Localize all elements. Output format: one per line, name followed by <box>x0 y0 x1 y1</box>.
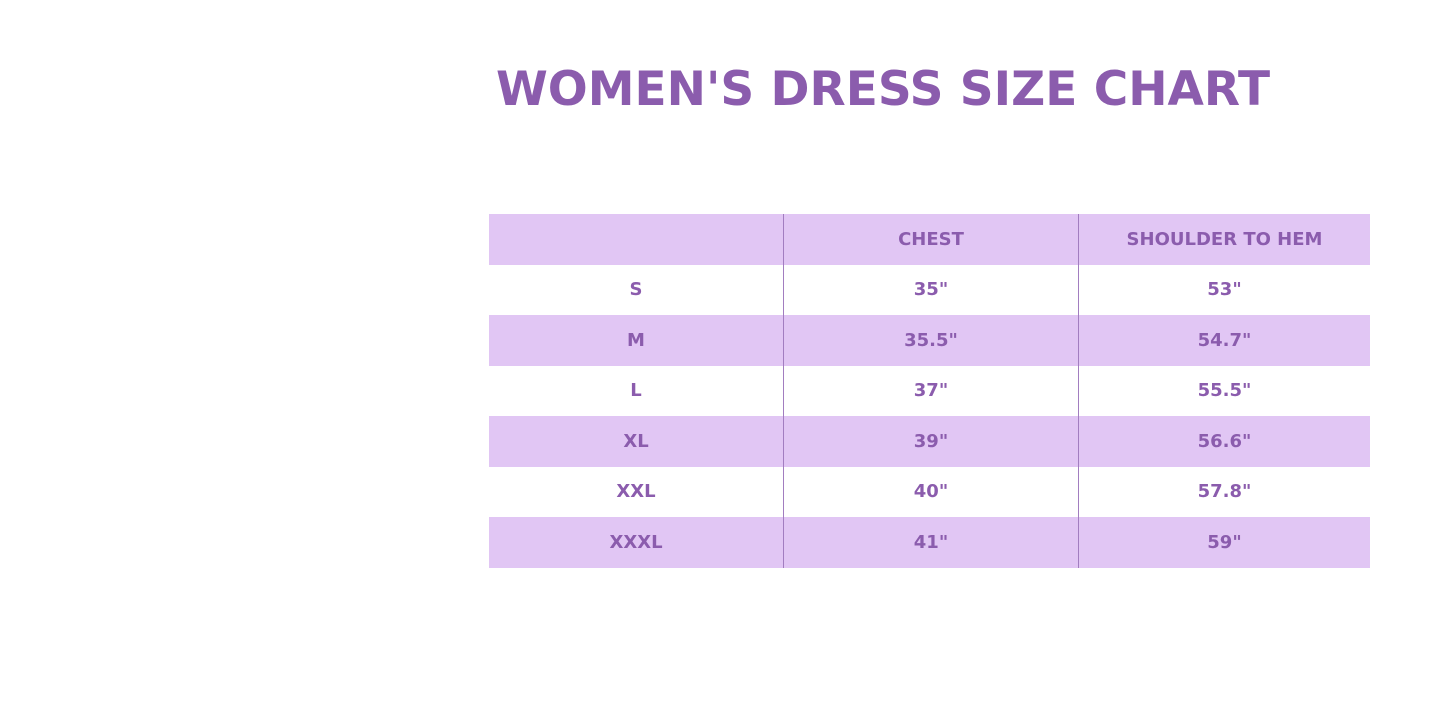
cell-size: M <box>489 315 784 366</box>
header-size <box>489 214 784 265</box>
page-title: WOMEN'S DRESS SIZE CHART <box>495 62 1271 117</box>
cell-shoulder-to-hem: 55.5" <box>1078 365 1370 416</box>
header-shoulder-to-hem: SHOULDER TO HEM <box>1078 214 1370 265</box>
header-chest: CHEST <box>783 214 1079 265</box>
cell-size: XXL <box>616 481 656 503</box>
cell-size: XXXL <box>489 517 784 568</box>
size-chart-table: CHEST SHOULDER TO HEM S 35" 53" M 35.5" 54.7"… <box>489 214 1370 568</box>
cell-shoulder-to-hem: 59" <box>1078 517 1370 568</box>
cell-size: S <box>629 279 643 301</box>
cell-shoulder-to-hem: 56.6" <box>1078 416 1370 467</box>
cell-chest: 35.5" <box>783 315 1079 366</box>
cell-chest: 37" <box>783 365 1079 416</box>
table-row: XL 39" 56.6" <box>489 416 1370 467</box>
table-row: XXL 40" 57.8" <box>489 466 1370 517</box>
cell-chest: 39" <box>783 416 1079 467</box>
table-header-row: CHEST SHOULDER TO HEM <box>489 214 1370 265</box>
cell-size: XL <box>489 416 784 467</box>
table-row: XXXL 41" 59" <box>489 517 1370 568</box>
cell-shoulder-to-hem: 57.8" <box>1078 466 1370 517</box>
cell-shoulder-to-hem: 54.7" <box>1078 315 1370 366</box>
cell-size: L <box>630 380 642 402</box>
cell-chest: 41" <box>783 517 1079 568</box>
cell-chest: 35" <box>783 264 1079 315</box>
table-row: S 35" 53" <box>489 264 1370 315</box>
cell-shoulder-to-hem: 53" <box>1078 264 1370 315</box>
table-row: M 35.5" 54.7" <box>489 315 1370 366</box>
cell-chest: 40" <box>783 466 1079 517</box>
table-row: L 37" 55.5" <box>489 365 1370 416</box>
